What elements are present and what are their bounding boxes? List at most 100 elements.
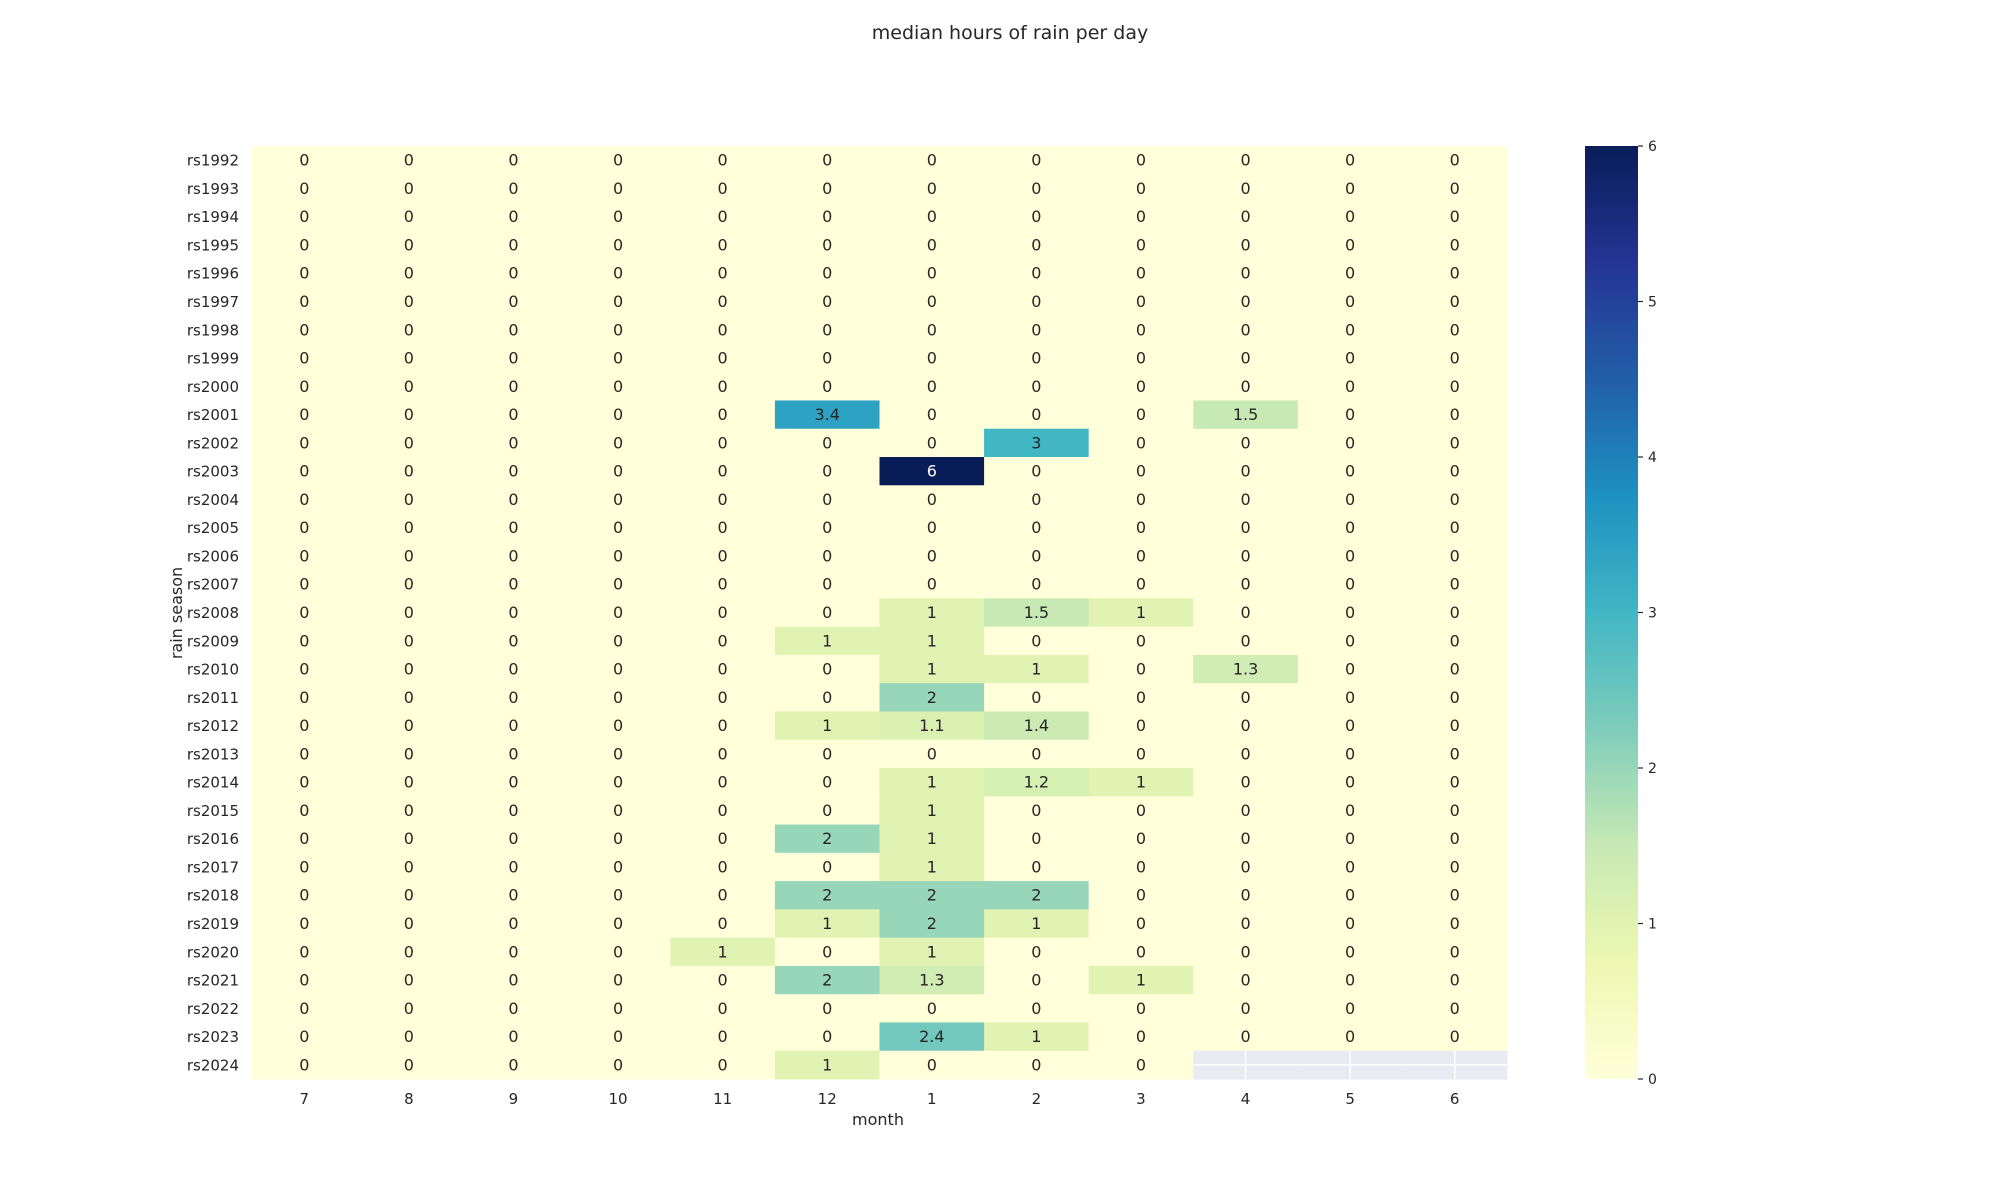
cell-value-label: 0 [508,546,518,565]
heatmap-cell [565,1022,671,1052]
cell-value-label: 0 [404,801,414,820]
heatmap-cell [461,343,567,373]
cell-value-label: 0 [299,546,309,565]
cell-value-label: 0 [299,1055,309,1074]
cell-value-label: 0 [1450,320,1460,339]
x-tick-label: 10 [608,1090,627,1108]
heatmap-cell [1193,852,1299,882]
cell-value-label: 0 [927,518,937,537]
heatmap-cell [252,1022,358,1052]
cell-value-label: 0 [1450,801,1460,820]
heatmap-cell [461,513,567,543]
cell-value-label: 0 [822,490,832,509]
heatmap-cell [1297,824,1403,854]
cell-value-label: 0 [822,320,832,339]
heatmap-cell [565,428,671,458]
cell-value-label: 0 [299,660,309,679]
cell-value-label: 0 [822,773,832,792]
heatmap-cell [1088,711,1194,741]
heatmap-cell [774,570,880,599]
cell-value-label: 0 [1345,829,1355,848]
cell-value-label: 0 [822,462,832,481]
cell-value-label: 0 [1031,320,1041,339]
heatmap-cell [879,428,985,458]
heatmap-cell [670,937,776,967]
cell-value-label: 0 [404,264,414,283]
cell-value-label: 0 [927,179,937,198]
heatmap-cell [984,1022,1090,1052]
cell-value-label: 0 [613,349,623,368]
heatmap-cell [774,654,880,684]
cell-value-label: 0 [718,207,728,226]
cell-value-label: 0 [508,744,518,763]
cell-value-label: 0 [1240,773,1250,792]
y-tick-label: rs2012 [187,717,239,735]
colorbar-tick-label: 6 [1648,139,1657,155]
cell-value-label: 0 [1136,942,1146,961]
cell-value-label: 0 [404,320,414,339]
cell-value-label: 0 [822,292,832,311]
heatmap-cell [774,937,880,967]
cell-value-label: 0 [299,405,309,424]
heatmap-cell [670,485,776,515]
cell-value-label: 0 [1031,857,1041,876]
heatmap-cell [1193,343,1299,373]
heatmap-cell [461,287,567,317]
heatmap-cell [461,852,567,882]
cell-value-label: 0 [718,349,728,368]
heatmap-cell [879,541,985,571]
cell-value-label: 0 [1031,942,1041,961]
cell-value-label: 0 [1345,377,1355,396]
cell-value-label: 0 [1136,857,1146,876]
cell-value-label: 0 [1450,179,1460,198]
heatmap-cell [984,146,1090,175]
heatmap-cell [1297,513,1403,543]
heatmap-cell [670,796,776,826]
heatmap-cell [670,881,776,910]
cell-value-label: 0 [508,292,518,311]
cell-value-label: 0 [1031,518,1041,537]
cell-value-label: 0 [508,349,518,368]
heatmap-cell [252,287,358,317]
cell-value-label: 0 [1345,688,1355,707]
heatmap-cell [1088,400,1194,430]
x-tick-label: 1 [927,1090,937,1108]
heatmap-cell [1088,457,1194,486]
cell-value-label: 0 [1240,886,1250,905]
heatmap-cell [1193,146,1299,175]
heatmap-cell [252,372,358,401]
heatmap-cell [565,965,671,995]
heatmap-cell [879,287,985,317]
heatmap-cell [1088,485,1194,515]
cell-value-label: 0 [404,688,414,707]
heatmap-cell [879,570,985,599]
cell-value-label: 0 [1450,999,1460,1018]
heatmap-cell [774,513,880,543]
heatmap-cell [774,711,880,741]
cell-value-label: 0 [718,688,728,707]
heatmap-cell [879,315,985,345]
cell-value-label: 0 [1240,320,1250,339]
cell-value-label: 0 [404,462,414,481]
cell-value-label: 0 [613,207,623,226]
cell-value-label: 0 [927,320,937,339]
heatmap-cell [879,881,985,910]
heatmap-cell [565,343,671,373]
y-tick-label: rs2003 [187,463,239,481]
cell-value-label: 0 [1240,462,1250,481]
cell-value-label: 0 [299,349,309,368]
x-tick-label: 2 [1032,1090,1042,1108]
heatmap-cell [1088,852,1194,882]
cell-value-label: 0 [404,518,414,537]
heatmap-cell [879,626,985,656]
cell-value-label: 2 [927,886,937,905]
cell-value-label: 0 [927,490,937,509]
colorbar-tick-label: 3 [1648,606,1657,622]
heatmap-cell [774,598,880,628]
heatmap-cell [1402,626,1508,656]
cell-value-label: 0 [1136,377,1146,396]
heatmap-cell [1402,457,1508,486]
cell-value-label: 0 [822,603,832,622]
heatmap-cell [1402,259,1508,288]
heatmap-cell [984,937,1090,967]
